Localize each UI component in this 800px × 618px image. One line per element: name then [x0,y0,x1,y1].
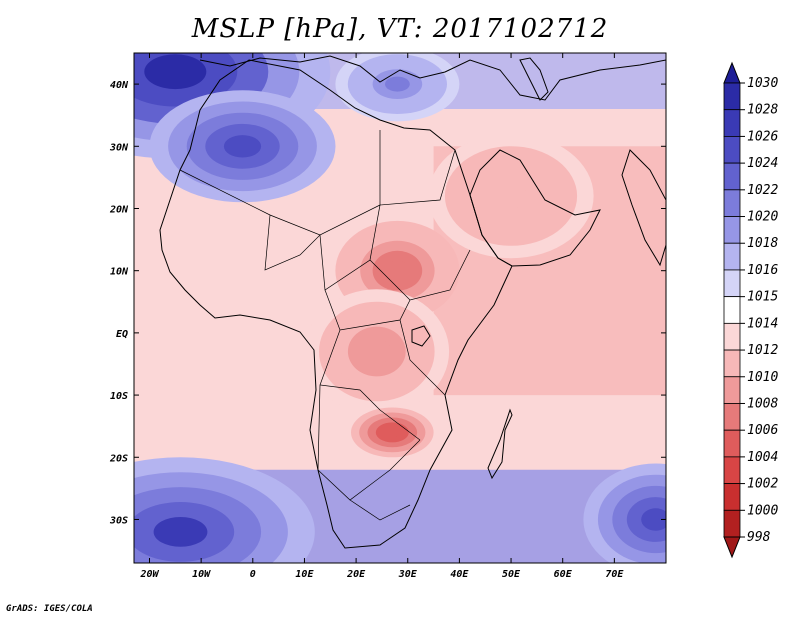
colorbar-segment [723,82,741,111]
colorbar-label: 1022 [747,183,778,198]
lat-tick-label: 10N [110,267,129,278]
colorbar-segment [723,162,741,191]
colorbar-segment [723,483,741,511]
lon-tick-label: 10E [295,569,314,580]
colorbar-segment [723,189,741,217]
colorbar-label: 998 [747,530,771,545]
center-central-africa-low [362,339,392,364]
colorbar-top-arrow [723,61,741,84]
colorbar-segment [723,242,741,271]
plot-frame [133,52,667,564]
colorbar-segment [723,296,741,324]
center-med-high [385,76,410,92]
center-equatorial-low [385,260,410,281]
colorbar-label: 1002 [747,477,778,492]
coastline-madagascar [487,408,513,480]
lon-tick-label: 10W [192,569,211,580]
center-azores-high [144,54,207,90]
coastline-india [621,149,666,267]
colorbar-segment [723,109,741,137]
colorbar-label: 1015 [747,290,778,305]
lon-tick-label: 20W [139,569,159,580]
colorbar-label: 1016 [747,263,778,278]
colorbar-label: 1030 [747,76,778,91]
lat-tick-label: 30S [109,515,128,526]
lat-tick-label: 20N [109,204,129,215]
coastlines [159,55,666,549]
colorbar-label: 1010 [747,370,778,385]
colorbar-label: 1012 [747,343,778,358]
colorbar-segment [723,269,741,298]
country-borders [179,130,471,521]
lon-tick-label: 30E [398,569,418,580]
center-arabia-low [494,183,528,209]
colorbar-segment [723,322,741,351]
grads-credit: GrADS: IGES/COLA [6,604,93,614]
colorbar-label: 1006 [747,423,778,438]
lat-tick-label: 20S [109,453,128,464]
colorbar-label: 1018 [747,236,778,251]
colorbar-label: 1000 [747,503,778,518]
colorbar-label: 1004 [747,450,778,465]
colorbar-label: 1008 [747,396,778,411]
colorbar-segment [723,403,741,431]
lon-tick-label: 40E [450,569,469,580]
colorbar-segment [723,429,741,458]
colorbar-segment [723,349,741,378]
colorbar-bottom-arrow [723,536,741,559]
colorbar-segment [723,216,741,244]
lat-tick-label: 10S [110,391,128,402]
colorbar-segment [723,456,741,484]
lon-tick-label: 60E [554,569,573,580]
center-sahara-high [223,135,262,158]
center-southatlantic-high [153,517,208,547]
lake-victoria [411,325,431,347]
lat-tick-label: 30N [109,142,129,153]
colorbar-segment [723,136,741,164]
pressure-field [134,53,666,563]
colorbar-label: 1028 [747,103,778,118]
figure-title: MSLP [hPa], VT: 2017102712 [191,14,609,44]
colorbar-label: 1014 [747,316,778,331]
colorbar-label: 1020 [747,210,778,225]
lon-tick-label: 70E [605,569,624,580]
colorbar-label: 1026 [747,129,778,144]
center-zambezi-low [384,427,401,438]
map-axes: 40N 30N 20N 10N EQ 10S 20S 30S 20W 10W 0 10E 20E 30E 4… [109,52,667,580]
lat-tick-label: 40N [110,80,129,91]
coastline-europe [199,55,666,101]
colorbar: 1030 1028 1026 1024 1022 1020 1018 1016 1015 1014… [723,61,778,559]
lon-tick-label: 0 [250,569,256,580]
coastline-arabia [469,149,601,267]
colorbar-segment [723,509,741,538]
lat-tick-label: EQ [116,329,128,340]
lon-tick-label: 20E [346,569,366,580]
colorbar-label: 1024 [747,156,778,171]
colorbar-segment [723,376,741,404]
lon-tick-label: 50E [502,569,521,580]
center-southindian-high [641,508,666,531]
coastline-caspian [519,57,549,101]
